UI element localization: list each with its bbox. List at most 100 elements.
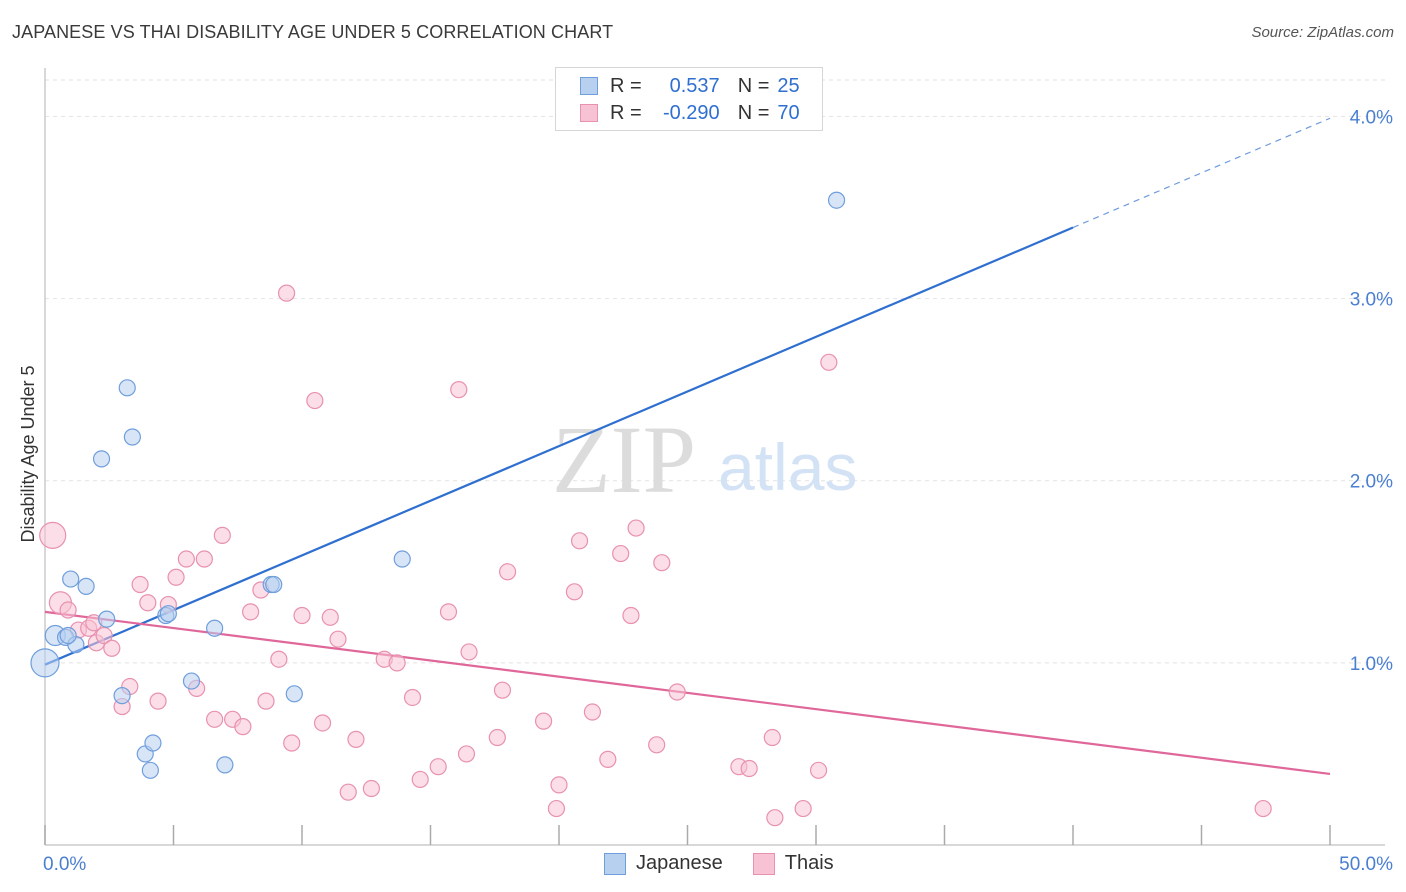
thai-point xyxy=(257,692,275,710)
japanese-trend-extension xyxy=(1072,117,1331,229)
japanese-swatch xyxy=(604,852,626,875)
source-credit: Source: ZipAtlas.com xyxy=(1251,24,1394,41)
n-label: N = xyxy=(737,74,770,97)
chart-title: JAPANESE VS THAI DISABILITY AGE UNDER 5 … xyxy=(12,22,614,42)
legend-row-thais: R = -0.290 N = 70 xyxy=(580,100,800,126)
japanese-point xyxy=(206,619,224,637)
thai-point xyxy=(242,603,260,621)
legend-label-japanese: Japanese xyxy=(636,852,723,874)
y-axis-label: Disability Age Under 5 xyxy=(18,365,38,542)
thai-point xyxy=(493,681,512,699)
thai-point xyxy=(59,601,77,619)
legend-label-thais: Thais xyxy=(784,852,834,874)
thai-point xyxy=(565,583,584,601)
thai-point xyxy=(149,692,167,710)
thai-point xyxy=(283,734,301,752)
thai-point xyxy=(583,703,602,721)
thai-point xyxy=(277,284,296,302)
thai-point xyxy=(488,728,506,747)
japanese-point xyxy=(141,761,159,779)
tick-labels: 1.0% 2.0% 3.0% 4.0% 0.0% 50.0% xyxy=(43,107,1393,875)
thai-point xyxy=(270,650,288,668)
thai-point xyxy=(794,799,812,818)
thai-point xyxy=(362,779,380,798)
thai-point xyxy=(329,630,347,648)
thai-point xyxy=(627,519,645,537)
x-tick-label: 0.0% xyxy=(43,854,86,875)
thai-point xyxy=(39,521,67,549)
thai-point xyxy=(321,608,339,626)
axes xyxy=(44,68,1385,846)
thai-point xyxy=(622,606,640,625)
thai-point xyxy=(599,750,617,768)
thai-point xyxy=(450,381,468,399)
thai-point xyxy=(306,391,324,410)
legend-item-japanese: Japanese xyxy=(604,852,723,875)
thai-point xyxy=(388,654,406,672)
thai-point xyxy=(195,550,213,568)
japanese-point xyxy=(59,626,77,645)
thai-swatch xyxy=(580,104,598,122)
thai-point xyxy=(809,761,828,779)
legend-row-japanese: R = 0.537 N = 25 xyxy=(580,73,800,99)
thai-point xyxy=(429,758,447,776)
thai-point xyxy=(403,688,422,707)
n-value: 70 xyxy=(777,101,800,124)
japanese-point xyxy=(30,648,60,678)
grid-lines xyxy=(45,79,1385,664)
thai-point xyxy=(347,730,365,748)
thai-point xyxy=(206,710,224,728)
thai-point xyxy=(668,683,686,701)
r-value: 0.537 xyxy=(669,74,720,97)
japanese-point xyxy=(827,191,846,209)
watermark-atlas: atlas xyxy=(718,430,857,504)
japanese-point xyxy=(159,605,177,623)
thai-point xyxy=(167,568,185,586)
thai-point xyxy=(550,776,568,794)
japanese-point xyxy=(144,734,162,752)
japanese-point xyxy=(77,577,95,595)
thai-point xyxy=(457,745,476,763)
thai-point xyxy=(766,809,784,827)
r-value: -0.290 xyxy=(662,101,720,124)
y-tick-label: 3.0% xyxy=(1350,290,1393,311)
legend-item-thais: Thais xyxy=(752,852,834,875)
thai-point xyxy=(1254,799,1272,818)
r-label: R = xyxy=(610,74,642,97)
thai-point xyxy=(177,550,195,568)
series-legend: Japanese Thais xyxy=(604,852,864,875)
thai-point xyxy=(411,770,429,789)
thai-point xyxy=(95,626,113,645)
japanese-swatch xyxy=(580,77,598,95)
thai-point xyxy=(570,532,589,550)
n-label: N = xyxy=(737,101,770,124)
japanese-point xyxy=(393,550,411,568)
thai-point xyxy=(460,643,478,661)
correlation-legend: R = 0.537 N = 25 R = -0.290 N = 70 xyxy=(555,67,823,131)
watermark-zip: ZIP xyxy=(552,406,696,513)
japanese-point xyxy=(98,610,116,628)
japanese-point xyxy=(265,575,283,594)
thai-point xyxy=(439,603,458,621)
thai-point xyxy=(139,594,157,612)
y-tick-label: 4.0% xyxy=(1350,107,1393,128)
thai-point xyxy=(131,575,149,594)
japanese-point xyxy=(123,428,141,446)
y-tick-label: 1.0% xyxy=(1350,654,1393,675)
thai-point xyxy=(234,718,252,736)
japanese-point xyxy=(62,570,80,588)
japanese-point xyxy=(182,672,201,690)
thai-point xyxy=(534,712,553,730)
thai-point xyxy=(213,526,231,544)
thai-point xyxy=(103,639,121,657)
thai-swatch xyxy=(752,852,775,875)
japanese-point xyxy=(113,687,131,705)
japanese-point xyxy=(216,756,234,774)
trend-lines xyxy=(44,117,1331,776)
thai-point xyxy=(820,353,838,371)
x-tick-label: 50.0% xyxy=(1339,854,1393,875)
japanese-point xyxy=(118,379,136,397)
thai-point xyxy=(293,606,311,625)
japanese-point xyxy=(92,450,111,468)
